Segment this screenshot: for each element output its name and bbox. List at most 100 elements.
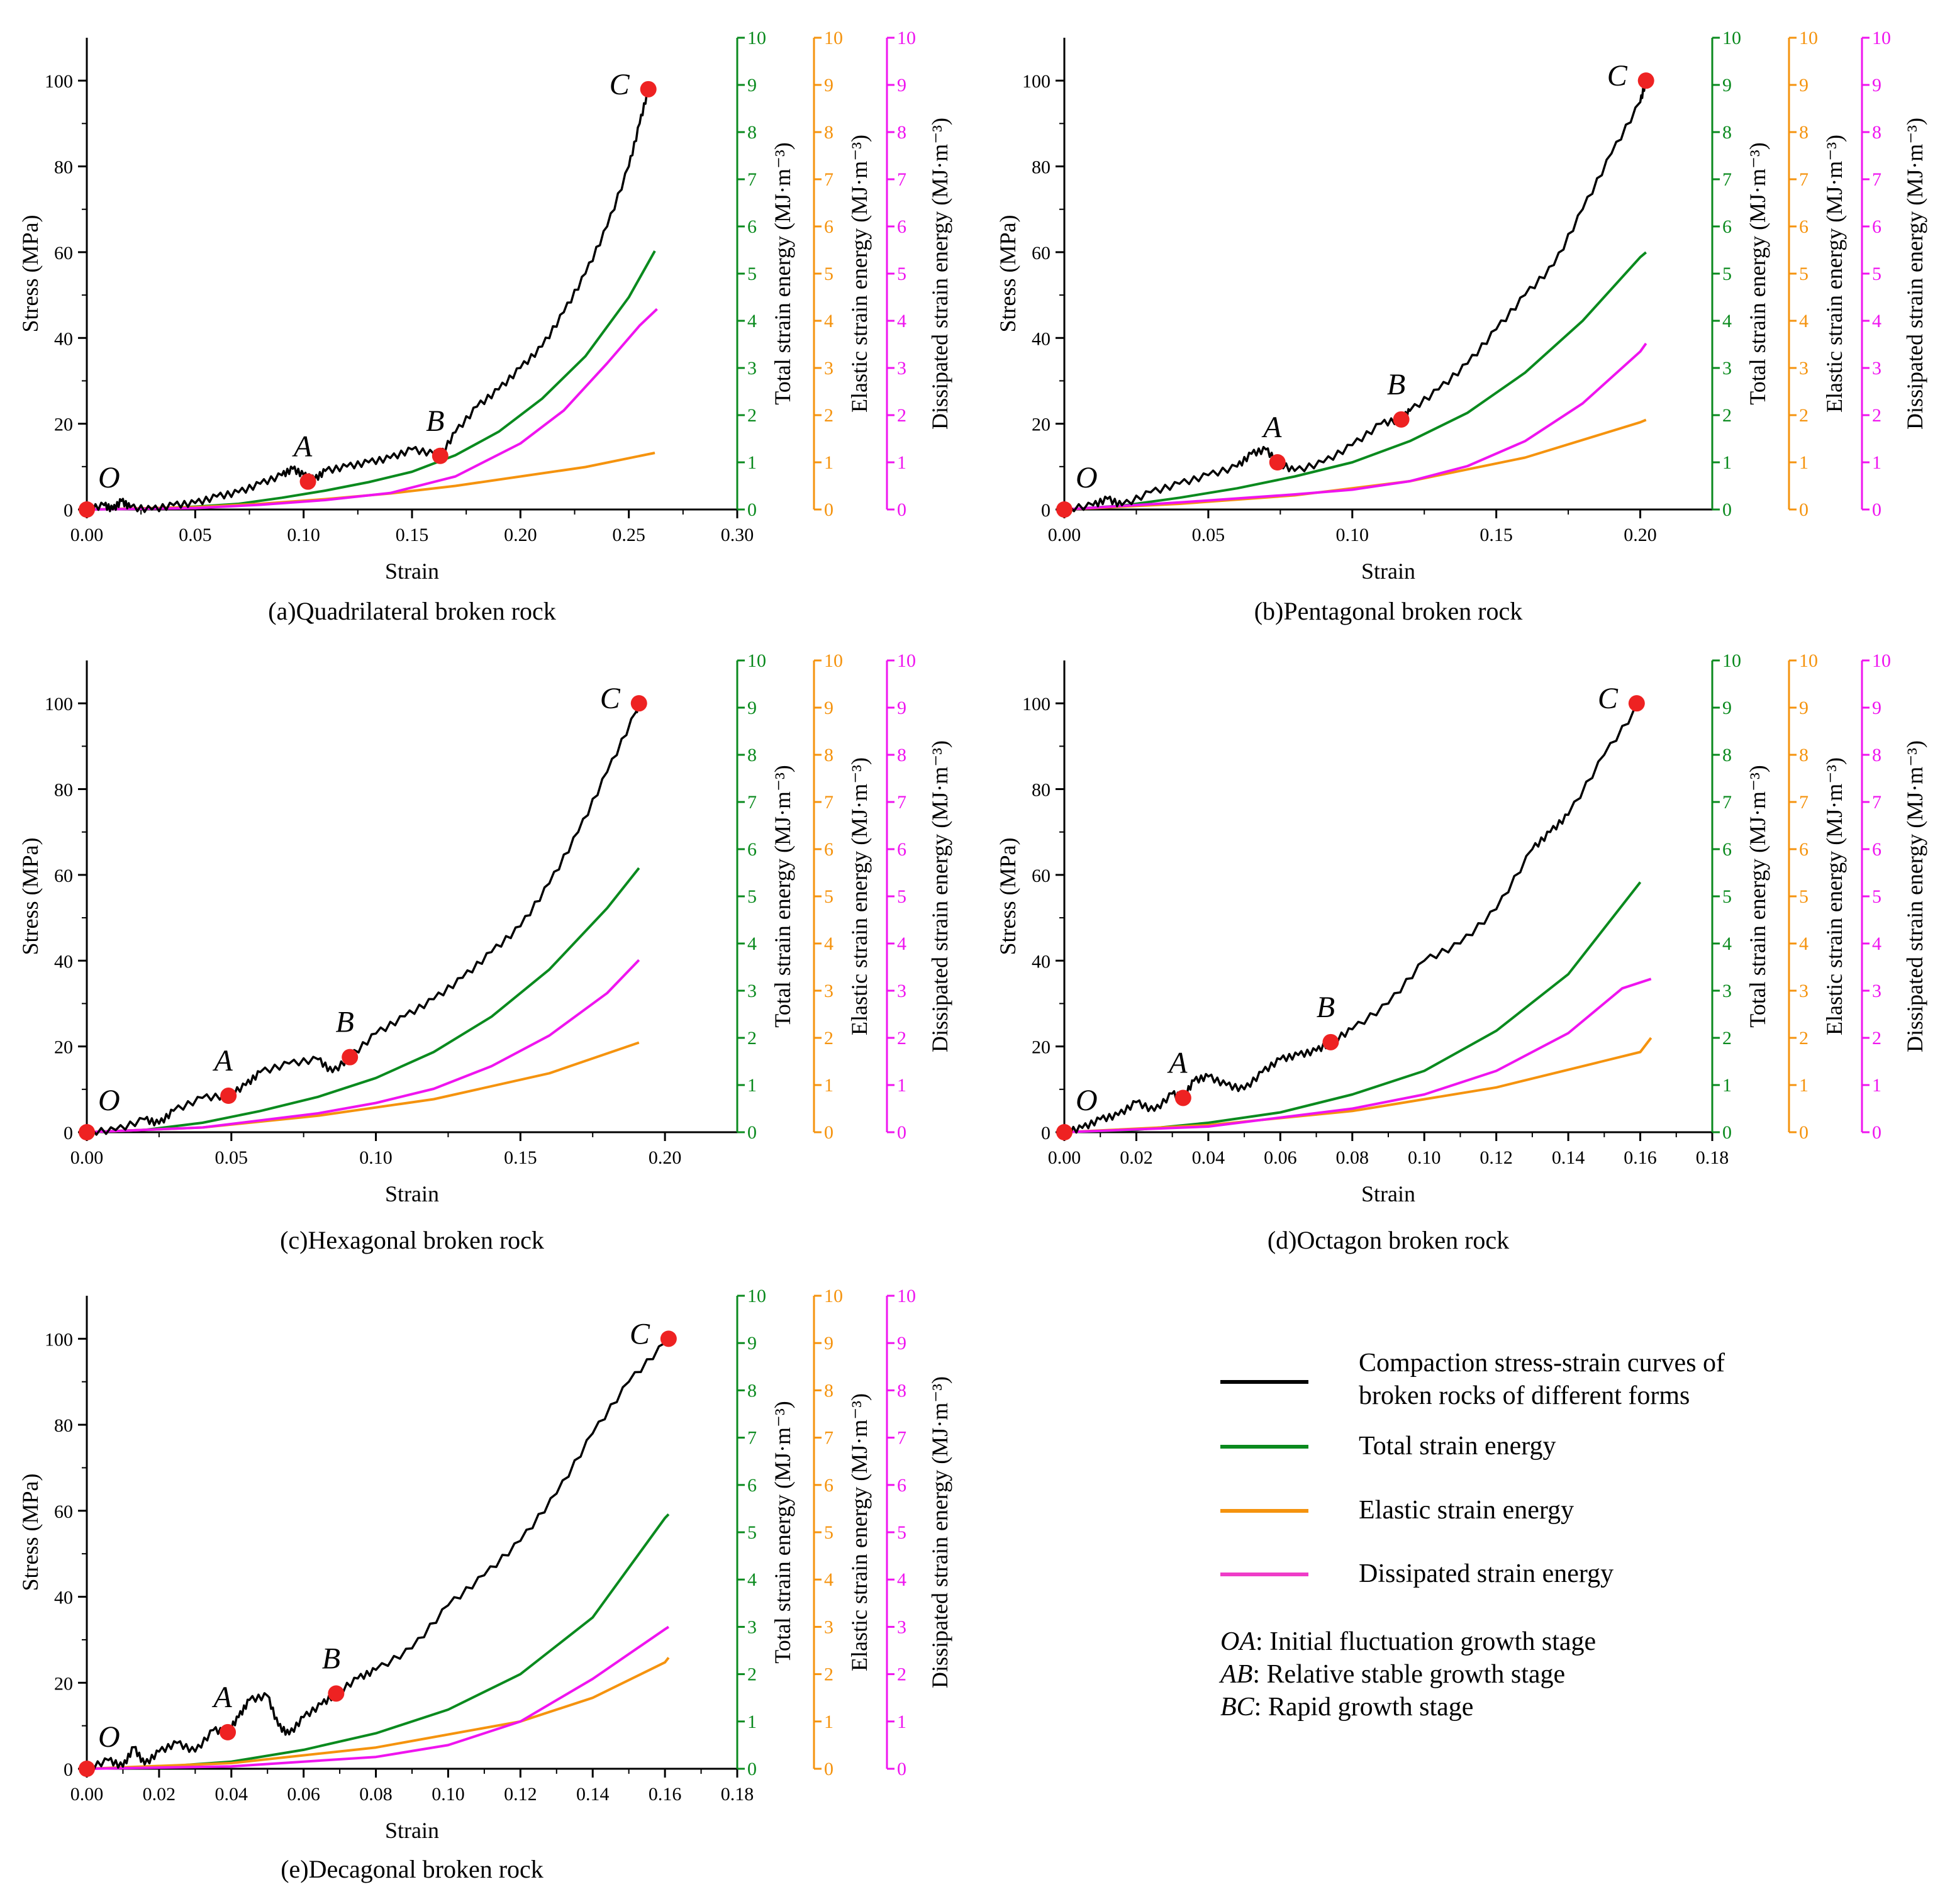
point-b [1322,1033,1339,1050]
elastic-energy-axis-tick-label: 3 [1799,981,1808,1001]
legend: Compaction stress-strain curves of broke… [1218,1349,1725,1722]
x-tick-label: 0.18 [721,1784,754,1805]
total-energy-axis-tick-label: 10 [1722,650,1741,671]
elastic-energy-axis-tick-label: 4 [1799,311,1808,331]
y-tick-label: 80 [1032,780,1051,801]
total-energy-axis-tick-label: 1 [747,452,757,473]
panel-caption: (c)Hexagonal broken rock [280,1226,544,1254]
point-label-a: A [213,1044,233,1077]
elastic-energy-axis-tick-label: 0 [1799,499,1808,520]
total-energy-axis-tick-label: 5 [747,1522,757,1543]
point-c [630,695,647,712]
dissipated-energy-axis-label: Dissipated strain energy (MJ·m⁻³) [927,118,952,430]
x-tick-label: 0.20 [504,525,537,545]
elastic-energy-axis-tick-label: 1 [824,1712,833,1732]
total-energy-axis-tick-label: 3 [747,358,757,379]
point-o [79,1761,95,1777]
total-energy-axis-tick-label: 10 [747,1286,766,1306]
point-a [220,1723,237,1740]
elastic-energy-axis-tick-label: 3 [824,981,833,1001]
point-label-c: C [610,68,630,101]
total-energy-axis-label: Total strain energy (MJ·m⁻³) [770,1401,795,1664]
x-tick-label: 0.16 [649,1784,682,1805]
total-energy-axis-tick-label: 6 [1722,839,1732,860]
y-tick-label: 20 [54,1673,73,1694]
dissipated-energy-axis-tick-label: 3 [1872,981,1881,1001]
y-tick-label: 40 [1032,951,1051,972]
x-tick-label: 0.12 [504,1784,537,1805]
total-energy-axis-tick-label: 2 [747,405,757,426]
total-energy-axis-tick-label: 7 [747,169,757,190]
elastic-energy-axis-tick-label: 9 [824,75,833,96]
legend-label-stress-line2: broken rocks of different forms [1359,1381,1690,1410]
x-tick-label: 0.06 [1264,1147,1297,1168]
point-c [640,81,657,97]
dissipated-energy-axis-tick-label: 5 [897,264,906,284]
point-label-a: A [1261,411,1282,444]
dissipated-energy-axis-tick-label: 7 [897,1428,906,1449]
total-energy-axis-label: Total strain energy (MJ·m⁻³) [770,765,795,1028]
total-energy-axis-tick-label: 5 [1722,264,1732,284]
total-energy-axis-tick-label: 6 [1722,216,1732,237]
legend-label-elastic: Elastic strain energy [1359,1496,1574,1525]
x-tick-label: 0.10 [1408,1147,1441,1168]
y-tick-label: 80 [54,780,73,801]
elastic-energy-axis-tick-label: 8 [824,745,833,765]
x-tick-label: 0.15 [396,525,429,545]
elastic-energy-axis-tick-label: 5 [824,264,833,284]
dissipated-energy-axis-tick-label: 9 [1872,75,1881,96]
x-tick-label: 0.18 [1696,1147,1729,1168]
elastic-energy-axis-tick-label: 2 [1799,405,1808,426]
elastic-energy-axis-tick-label: 6 [1799,216,1808,237]
dissipated-energy-axis-tick-label: 9 [897,698,906,718]
dissipated-energy-axis-tick-label: 5 [1872,264,1881,284]
total-energy-axis-tick-label: 10 [747,28,766,48]
x-axis-label: Strain [385,1181,439,1206]
x-tick-label: 0.20 [1624,525,1657,545]
elastic-energy-axis-tick-label: 8 [1799,122,1808,143]
dissipated-energy-axis-tick-label: 10 [1872,28,1891,48]
dissipated-energy-axis-tick-label: 6 [897,839,906,860]
point-o [79,501,95,518]
total-energy-line [1064,881,1642,1133]
total-energy-axis-tick-label: 6 [747,216,757,237]
elastic-energy-axis-tick-label: 6 [824,216,833,237]
panel-caption: (d)Octagon broken rock [1268,1226,1509,1254]
point-label-o: O [1076,1084,1098,1117]
point-a [299,473,316,490]
elastic-energy-axis-tick-label: 6 [824,1475,833,1496]
dissipated-energy-axis-tick-label: 1 [1872,1075,1881,1096]
elastic-energy-axis-tick-label: 1 [824,1075,833,1096]
x-axis-label: Strain [1361,559,1415,584]
elastic-energy-axis-tick-label: 4 [824,311,833,331]
total-energy-axis-tick-label: 4 [747,311,757,331]
y-axis-label: Stress (MPa) [995,838,1020,955]
panel-caption: (a)Quadrilateral broken rock [268,597,556,625]
total-energy-axis-tick-label: 5 [1722,886,1732,907]
point-label-c: C [1607,59,1628,92]
x-tick-label: 0.04 [1192,1147,1225,1168]
total-energy-axis-label: Total strain energy (MJ·m⁻³) [1745,765,1770,1028]
dissipated-energy-axis-tick-label: 6 [1872,839,1881,860]
total-energy-line [1064,251,1647,511]
total-energy-axis-tick-label: 9 [1722,75,1732,96]
dissipated-energy-axis-tick-label: 8 [897,1380,906,1401]
x-tick-label: 0.15 [504,1147,537,1168]
point-label-b: B [336,1006,354,1039]
elastic-energy-axis-label: Elastic strain energy (MJ·m⁻³) [847,135,872,413]
elastic-energy-axis-tick-label: 5 [1799,886,1808,907]
dissipated-energy-axis-label: Dissipated strain energy (MJ·m⁻³) [1902,118,1927,430]
x-tick-label: 0.20 [649,1147,682,1168]
dissipated-energy-axis-tick-label: 6 [897,1475,906,1496]
point-o [1056,501,1073,518]
stress-strain-line [86,1335,670,1771]
dissipated-energy-axis-tick-label: 1 [897,452,906,473]
x-tick-label: 0.00 [70,525,104,545]
point-label-o: O [98,1084,120,1117]
y-tick-label: 80 [54,1415,73,1436]
dissipated-energy-axis-tick-label: 2 [897,405,906,426]
point-b [328,1685,345,1702]
legend-stage-oa: OA: Initial fluctuation growth stage [1220,1627,1596,1656]
y-tick-label: 80 [54,157,73,178]
dissipated-energy-axis-label: Dissipated strain energy (MJ·m⁻³) [927,740,952,1052]
